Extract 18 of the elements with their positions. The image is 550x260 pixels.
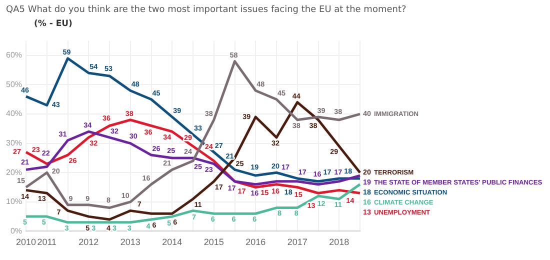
chart-title: QA5 What do you think are the two most important issues facing the EU at the moment? [6, 5, 406, 15]
y-tick-label: 60% [6, 50, 22, 60]
chart-subtitle: (% - EU) [34, 19, 72, 29]
x-tick-label: 2012 [78, 237, 99, 248]
x-tick-label: 2017 [287, 237, 308, 248]
x-tick-label: 2014 [162, 237, 182, 248]
x-tick-label: 2013 [120, 237, 140, 248]
y-tick-label: 50% [6, 80, 22, 89]
y-tick-label: 0% [10, 226, 22, 236]
x-tick-label: 2010 [16, 237, 36, 248]
y-tick-label: 20% [6, 168, 22, 177]
y-tick-label: 40% [6, 109, 22, 118]
x-tick-label: 2016 [246, 237, 266, 248]
x-tick-label: 2011 [37, 237, 57, 248]
y-tick-label: 30% [6, 138, 22, 148]
y-tick-label: 10% [6, 197, 22, 206]
x-tick-label: 2015 [204, 237, 224, 248]
x-tick-label: 2018 [329, 237, 350, 248]
